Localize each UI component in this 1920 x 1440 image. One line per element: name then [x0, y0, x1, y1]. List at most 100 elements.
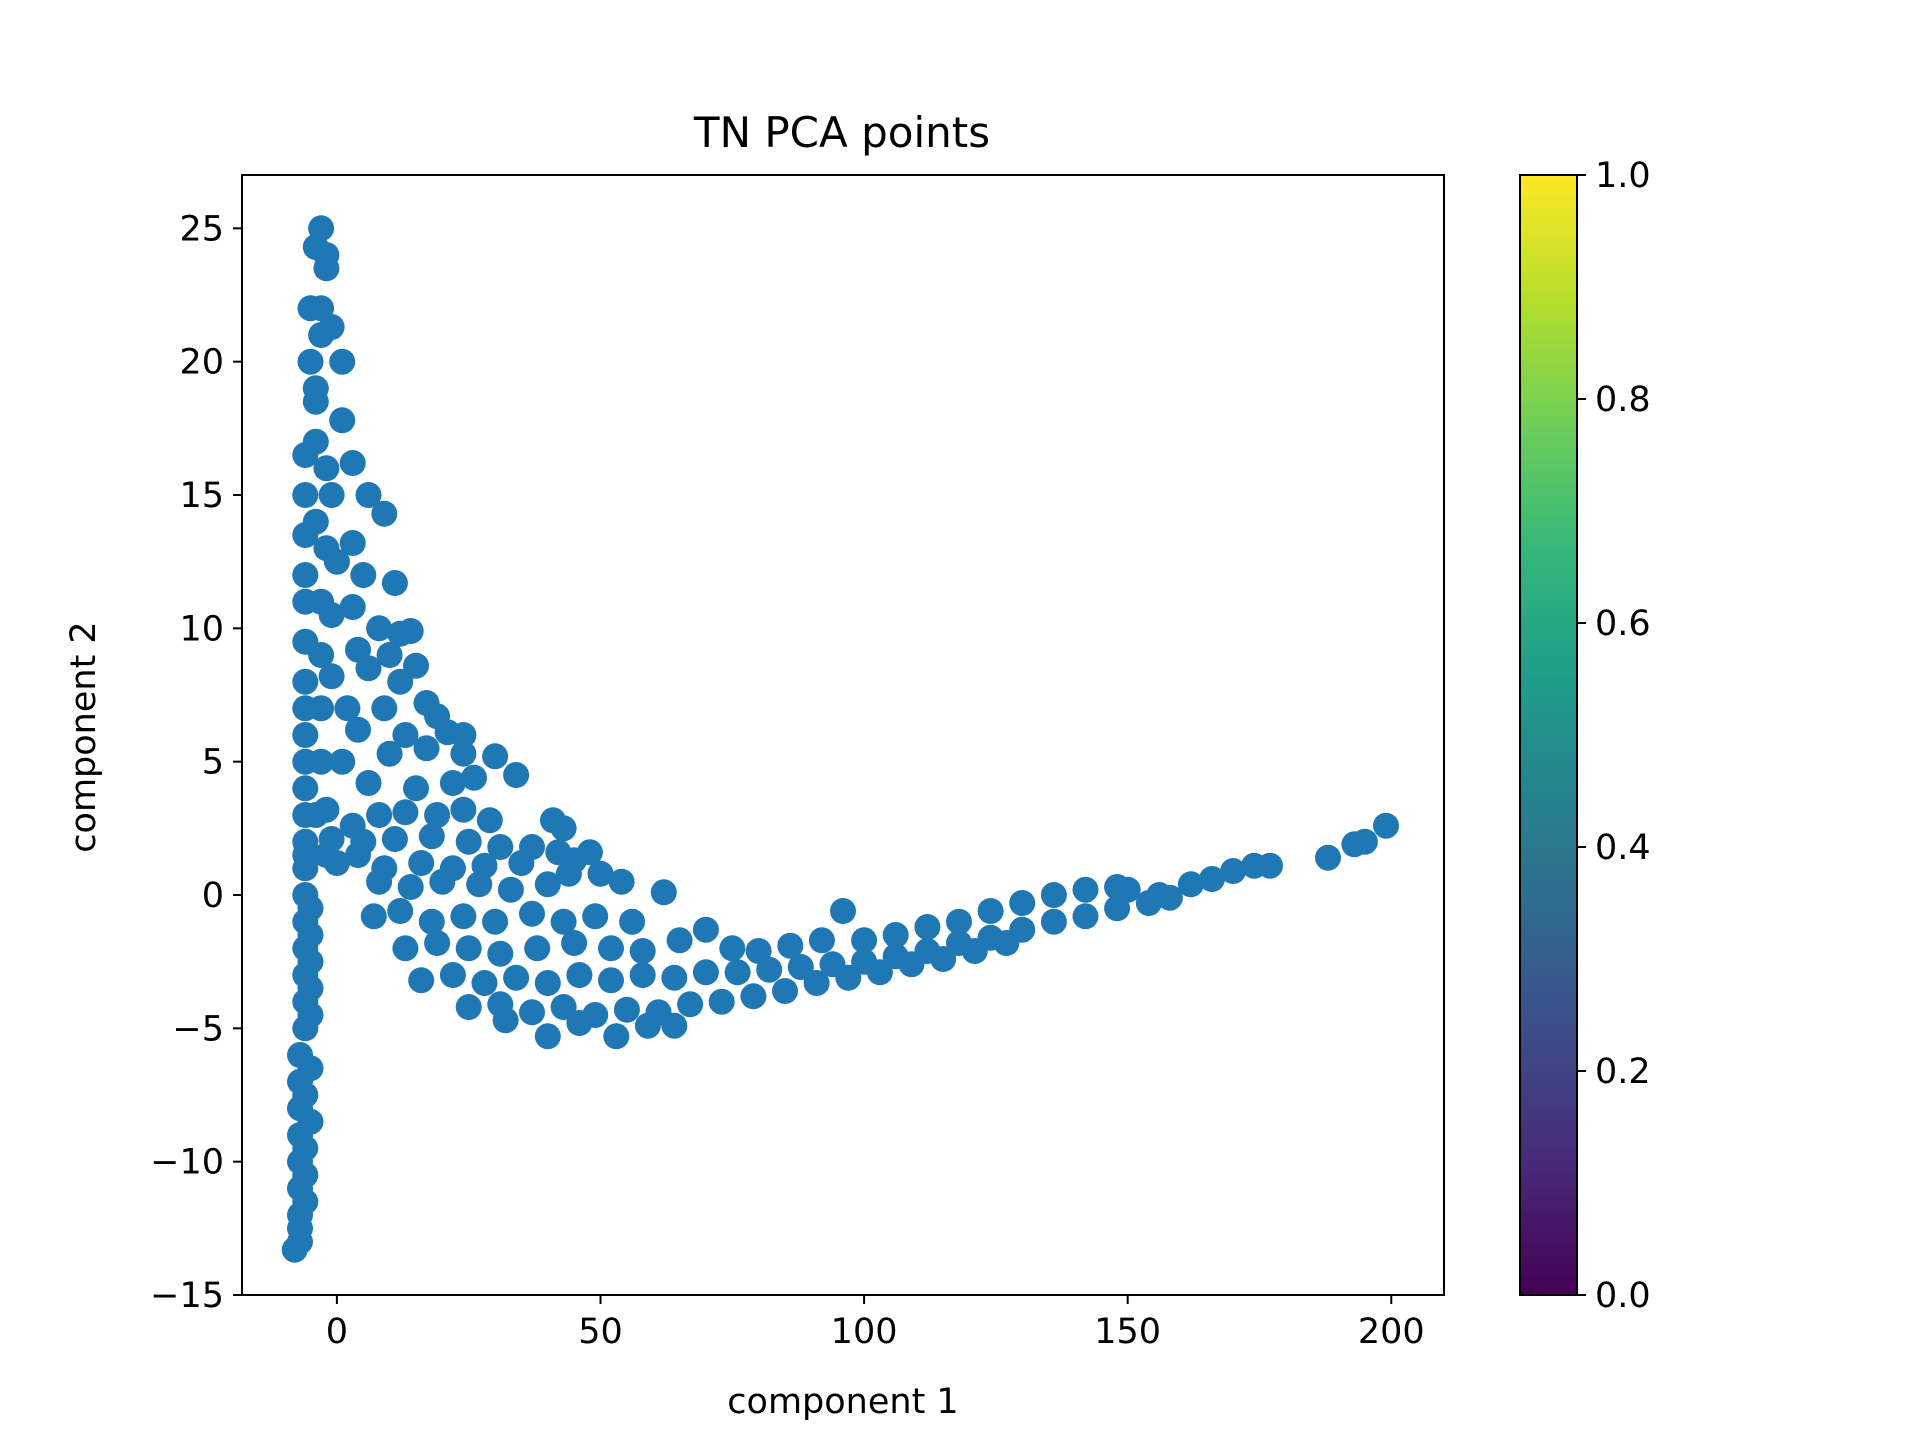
x-tick-label: 100 — [831, 1312, 898, 1352]
colorbar-tick-label: 0.8 — [1595, 380, 1651, 420]
scatter-point — [497, 876, 524, 903]
scatter-point — [566, 1010, 593, 1036]
scatter-point — [323, 850, 350, 876]
scatter-point — [1351, 828, 1378, 855]
scatter-point — [302, 802, 329, 828]
scatter-point — [397, 874, 424, 900]
scatter-point — [424, 802, 451, 828]
scatter-point — [297, 1002, 324, 1028]
scatter-point — [566, 962, 593, 988]
scatter-point — [455, 935, 482, 962]
scatter-point — [598, 967, 624, 994]
scatter-point — [329, 348, 356, 375]
y-tick-label: 25 — [179, 209, 224, 249]
scatter-point — [1199, 866, 1225, 892]
scatter-point — [661, 964, 688, 991]
scatter-point — [555, 860, 582, 887]
scatter-point — [292, 842, 319, 868]
scatter-point — [292, 722, 319, 748]
scatter-point — [619, 908, 646, 935]
scatter-point — [392, 799, 419, 826]
scatter-point — [439, 962, 466, 988]
scatter-point — [587, 860, 614, 887]
scatter-point — [392, 722, 419, 748]
scatter-point — [408, 967, 435, 994]
x-tick-label: 0 — [326, 1312, 348, 1352]
scatter-point — [376, 740, 403, 767]
scatter-point — [308, 295, 335, 322]
scatter-point — [534, 1023, 561, 1050]
scatter-point — [803, 970, 830, 996]
scatter-point — [297, 948, 324, 975]
chart-title: TN PCA points — [693, 108, 990, 157]
scatter-point — [482, 743, 509, 770]
scatter-point — [608, 868, 635, 895]
scatter-point — [339, 530, 366, 556]
scatter-point — [455, 994, 482, 1020]
colorbar-tick-label: 0.6 — [1595, 604, 1651, 644]
scatter-point — [866, 959, 893, 986]
scatter-point — [329, 748, 356, 775]
scatter-point — [355, 482, 382, 508]
scatter-point — [297, 348, 324, 375]
scatter-point — [961, 938, 988, 964]
scatter-point — [629, 938, 656, 964]
scatter-point — [1135, 890, 1162, 916]
scatter-point — [1072, 903, 1099, 930]
scatter-point — [756, 956, 783, 983]
scatter-point — [439, 770, 466, 796]
scatter-point — [898, 951, 925, 978]
scatter-point — [550, 994, 577, 1020]
scatter-point — [366, 868, 393, 895]
scatter-point — [302, 508, 329, 535]
scatter-point — [292, 482, 319, 508]
scatter-point — [360, 903, 387, 930]
scatter-point — [930, 946, 957, 972]
scatter-point — [740, 983, 767, 1010]
scatter-point — [313, 455, 340, 482]
scatter-point — [339, 594, 366, 620]
y-tick-label: 0 — [202, 876, 224, 916]
colorbar — [1519, 174, 1578, 1296]
colorbar-tick-label: 1.0 — [1595, 156, 1651, 196]
colorbar-tick-label: 0.2 — [1595, 1052, 1651, 1092]
scatter-point — [993, 930, 1020, 956]
scatter-point — [318, 482, 345, 508]
scatter-point — [1040, 908, 1067, 935]
scatter-point — [692, 916, 719, 943]
scatter-point — [450, 796, 477, 823]
scatter-point — [946, 908, 972, 935]
scatter-point — [418, 823, 445, 850]
scatter-point — [830, 898, 856, 924]
scatter-point — [387, 898, 414, 924]
scatter-point — [1156, 884, 1183, 911]
y-axis-label: component 2 — [64, 621, 104, 852]
scatter-point — [471, 970, 498, 996]
scatter-point — [403, 652, 429, 679]
scatter-point — [550, 908, 577, 935]
scatter-point — [334, 695, 361, 722]
scatter-point — [313, 242, 340, 268]
points-layer — [281, 215, 1399, 1263]
scatter-point — [576, 839, 603, 866]
scatter-point — [603, 1023, 630, 1050]
scatter-point — [634, 1012, 661, 1039]
scatter-point — [329, 407, 356, 434]
scatter-point — [408, 850, 435, 876]
scatter-point — [787, 954, 814, 980]
scatter-point — [308, 642, 335, 668]
scatter-point — [534, 871, 561, 898]
scatter-point — [339, 450, 366, 476]
scatter-point — [1315, 844, 1341, 871]
scatter-point — [724, 959, 751, 986]
scatter-point — [350, 562, 377, 588]
scatter-point — [719, 935, 746, 962]
scatter-point — [323, 548, 350, 575]
scatter-point — [977, 898, 1004, 924]
scatter-point — [882, 922, 909, 948]
x-tick-label: 150 — [1094, 1312, 1161, 1352]
plot-frame — [241, 174, 1445, 1296]
scatter-point — [598, 935, 624, 962]
scatter-point — [308, 695, 335, 722]
scatter-point — [345, 842, 371, 868]
